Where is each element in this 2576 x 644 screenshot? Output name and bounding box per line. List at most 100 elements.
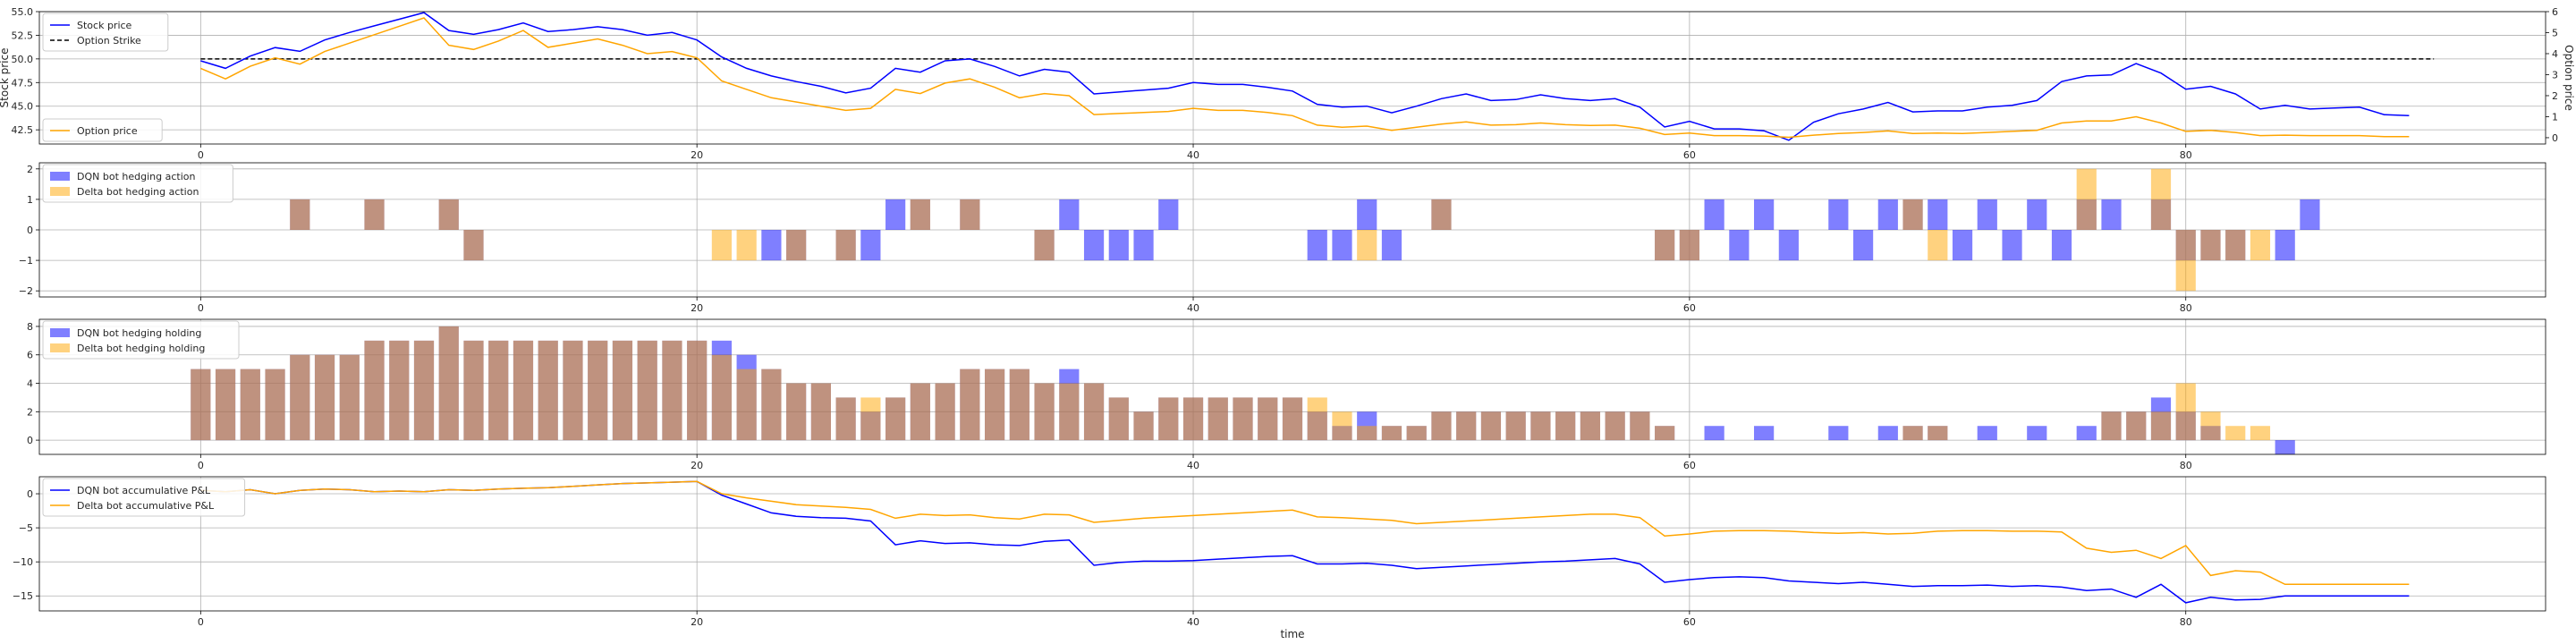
- y-tick-label: 55.0: [12, 6, 34, 18]
- bar-delta: [2126, 411, 2147, 441]
- y2-tick-label: 1: [2552, 111, 2558, 123]
- bar-delta: [1357, 426, 1377, 441]
- bar-delta: [438, 199, 459, 230]
- legend-label: Delta bot hedging holding: [77, 343, 205, 354]
- bar-dqn: [1307, 230, 1327, 261]
- y2-tick-label: 2: [2552, 90, 2558, 102]
- bar-dqn: [2275, 230, 2295, 261]
- y-tick-label: 45.0: [12, 101, 34, 113]
- bar-delta: [786, 230, 807, 261]
- series-line-1: [200, 12, 2410, 141]
- bar-delta: [1233, 397, 1253, 441]
- bar-dqn: [2027, 199, 2047, 230]
- x-tick-label: 0: [198, 149, 204, 161]
- axes-frame: [38, 318, 2546, 455]
- series-line-2: [200, 480, 2410, 586]
- bar-dqn: [1704, 199, 1724, 230]
- bar-dqn: [1828, 426, 1849, 441]
- y-tick-label: 1: [27, 194, 33, 206]
- bar-delta: [1381, 426, 1402, 441]
- bar-dqn: [1108, 230, 1129, 261]
- legend-lower: Option price: [42, 118, 163, 142]
- bar-delta: [389, 340, 410, 441]
- gridlines: [39, 477, 2546, 611]
- bar-dqn: [1778, 230, 1799, 261]
- x-tick-label: 0: [198, 302, 204, 314]
- bar-delta: [2175, 383, 2196, 441]
- y-tick-label: 0: [27, 435, 33, 446]
- legend-box: [42, 478, 246, 517]
- bar-dqn: [1059, 199, 1080, 230]
- bar-delta: [290, 354, 310, 441]
- bar-delta: [1034, 383, 1055, 441]
- legend-swatch: [50, 187, 70, 196]
- bar-delta: [1480, 411, 1502, 441]
- y-tick-label: 0: [27, 488, 33, 500]
- bar-dqn: [1754, 426, 1775, 441]
- x-tick-label: 60: [1683, 460, 1696, 471]
- bar-delta: [215, 369, 236, 441]
- bar-delta: [1034, 230, 1055, 261]
- bar-dqn: [2300, 199, 2320, 230]
- bar-delta: [563, 340, 583, 441]
- legend-label: Option Strike: [77, 35, 141, 47]
- bar-delta: [1059, 383, 1080, 441]
- bar-delta: [910, 199, 930, 230]
- bar-delta: [265, 369, 285, 441]
- bar-delta: [637, 340, 657, 441]
- subplot-1: 0 20 40 60 80 42.5 45.0 47.5 50.0 52.5 55.0 0 1 2 3 4 5 6…: [0, 6, 2575, 161]
- x-axis-label: time: [1280, 628, 1304, 640]
- bar-delta: [1505, 411, 1526, 441]
- bar-dqn: [761, 230, 782, 261]
- bar-delta: [1605, 411, 1625, 441]
- y2-tick-label: 6: [2552, 6, 2558, 18]
- bar-dqn: [1729, 230, 1750, 261]
- bar-delta: [2200, 230, 2221, 261]
- legend-swatch: [50, 172, 70, 181]
- bar-delta: [463, 340, 484, 441]
- bar-delta: [810, 383, 831, 441]
- subplot-2: 0 20 40 60 80 −2 −1 0 1 2 DQN bot hedging action De…: [19, 162, 2546, 314]
- bar-delta: [1431, 411, 1452, 441]
- bar-delta: [1357, 230, 1377, 261]
- x-tick-label: 80: [2180, 149, 2192, 161]
- subplot-4: 0 20 40 60 80 −15 −10 −5 0 time DQN bot accumulati…: [13, 476, 2546, 640]
- bar-delta: [1431, 199, 1452, 230]
- bar-dqn: [1332, 230, 1352, 261]
- bar-dqn: [1977, 426, 1997, 441]
- legend-swatch: [50, 328, 70, 337]
- bar-dqn: [1357, 199, 1377, 230]
- legend-label: Stock price: [77, 20, 132, 31]
- y-tick-label: −10: [13, 556, 33, 568]
- bar-delta: [1182, 397, 1204, 441]
- bar-delta: [413, 340, 435, 441]
- bar-dqn: [1828, 199, 1849, 230]
- y2-axis-label: Option price: [2563, 45, 2575, 111]
- bar-dqn: [1381, 230, 1402, 261]
- bar-delta: [438, 326, 459, 441]
- bar-delta: [1928, 426, 1948, 441]
- x-tick-label: 20: [691, 616, 703, 628]
- bar-delta: [1282, 397, 1303, 441]
- bar-delta: [240, 369, 260, 441]
- bar-delta: [835, 230, 856, 261]
- bar-dqn: [886, 199, 906, 230]
- bar-delta: [711, 354, 733, 441]
- x-tick-label: 0: [198, 616, 204, 628]
- x-tick-label: 60: [1683, 616, 1696, 628]
- y-tick-label: 50.0: [12, 54, 34, 65]
- bar-delta: [1630, 411, 1650, 441]
- bar-delta: [835, 397, 856, 441]
- bar-delta: [1133, 411, 1154, 441]
- bar-delta: [1530, 411, 1551, 441]
- bar-delta: [191, 369, 211, 441]
- bar-dqn: [1877, 199, 1898, 230]
- legend: DQN bot hedging action Delta bot hedging …: [42, 164, 233, 203]
- bar-delta: [2225, 426, 2246, 441]
- x-tick-label: 60: [1683, 149, 1696, 161]
- x-tick-label: 40: [1187, 302, 1199, 314]
- bar-delta: [736, 369, 757, 441]
- bar-delta: [1332, 411, 1352, 441]
- axes-frame: [38, 162, 2546, 298]
